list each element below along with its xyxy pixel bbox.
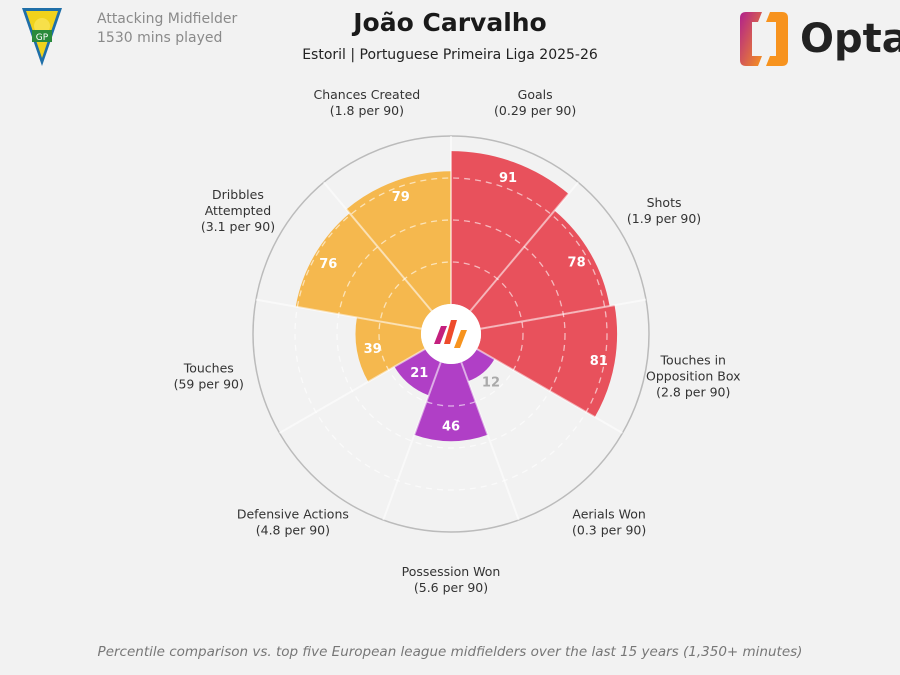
value-label: 81 (590, 354, 608, 369)
category-label: Touches (59 per 90) (174, 361, 244, 392)
bar-shots (470, 210, 610, 329)
bar-possession-won (414, 362, 488, 442)
sector-divider (469, 181, 580, 312)
value-label: 21 (410, 366, 428, 381)
value-label: 46 (442, 419, 460, 434)
category-label: Chances Created (1.8 per 90) (313, 87, 420, 118)
bar-touches-in-opposition-box (476, 305, 618, 418)
grid-ring-25 (378, 261, 524, 407)
bar-goals (451, 151, 569, 312)
category-label: Touches in Opposition Box (2.8 per 90) (646, 353, 741, 400)
sector-divider (255, 298, 422, 330)
value-label: 39 (364, 342, 382, 357)
sector-divider (460, 361, 520, 521)
opta-brand: Opta (800, 16, 900, 62)
category-label: Dribbles Attempted (3.1 per 90) (201, 187, 275, 234)
grid-ring-50 (336, 219, 566, 449)
svg-text:GP: GP (36, 33, 49, 43)
value-label: 12 (482, 376, 500, 391)
value-label: 79 (392, 190, 410, 205)
bar-chances-created (346, 171, 451, 312)
club-badge: GP (22, 8, 62, 66)
category-label: Goals (0.29 per 90) (494, 87, 576, 118)
player-meta: Attacking Midfielder 1530 mins played (97, 10, 237, 48)
player-name: João Carvalho (353, 8, 547, 37)
sector-divider (480, 298, 647, 330)
category-label: Aerials Won (0.3 per 90) (572, 506, 646, 537)
sector-divider (382, 361, 442, 521)
category-label: Defensive Actions (4.8 per 90) (237, 506, 349, 537)
center-logo-icon (434, 320, 467, 348)
bar-aerials-won (461, 349, 495, 382)
sector-divider (476, 348, 623, 434)
bar-dribbles-attempted (295, 213, 432, 329)
value-label: 91 (499, 171, 517, 186)
position-label: Attacking Midfielder (97, 11, 238, 27)
value-label: 78 (568, 255, 586, 270)
minutes-label: 1530 mins played (97, 30, 223, 46)
category-label: Possession Won (5.6 per 90) (402, 564, 501, 595)
team-league: Estoril | Portuguese Primeira Liga 2025-… (302, 47, 598, 63)
sector-divider (279, 348, 426, 434)
footnote: Percentile comparison vs. top five Europ… (97, 644, 803, 660)
value-label: 76 (319, 257, 337, 272)
grid-ring-75 (294, 177, 608, 491)
sector-divider (322, 181, 433, 312)
bar-touches (355, 317, 426, 382)
opta-logo-icon (740, 12, 788, 66)
category-label: Shots (1.9 per 90) (627, 195, 701, 226)
